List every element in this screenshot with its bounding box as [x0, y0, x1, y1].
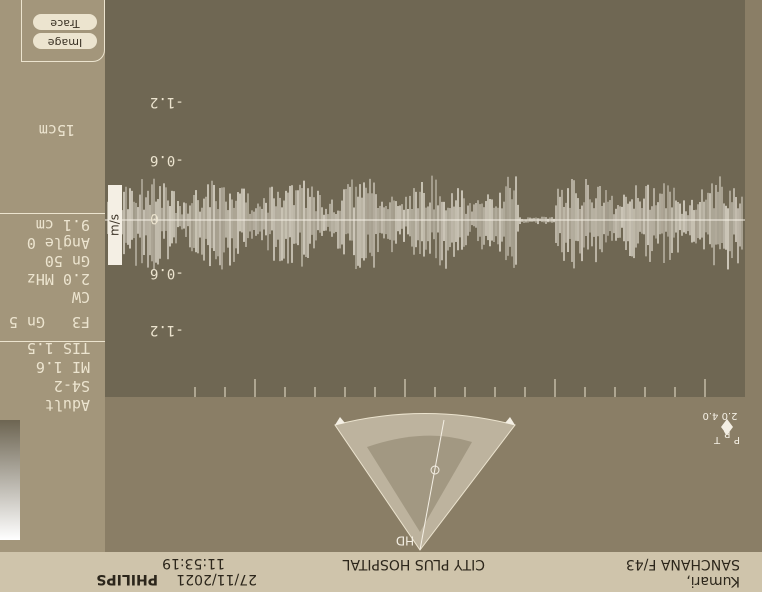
header-bar: Kumari, SANCHANA F/43 CITY PLUS HOSPITAL… — [0, 552, 762, 592]
divider — [0, 213, 105, 214]
cursor-line — [419, 419, 445, 551]
depth: 15cm — [38, 121, 75, 139]
settings-panel: Image Trace Adult S4-2 MI 1.6 TIS 1.5 F3 Gn 5… — [0, 0, 105, 552]
probe-setting: TIS 1.5 — [26, 339, 90, 357]
doppler-setting: Gn 50 — [44, 252, 90, 270]
scale-unit: m/s — [108, 214, 122, 236]
depth-marks: 2.0 4.0 — [703, 410, 738, 421]
brand: PHILIPS — [96, 571, 158, 587]
scale-label: -1.2 — [150, 94, 184, 110]
marker — [335, 417, 345, 425]
time: 11:53:19 — [162, 555, 225, 571]
scale-label: -0.6 — [150, 152, 184, 168]
doppler-setting: Angle 0 — [26, 234, 90, 252]
doppler-setting: 9.1 cm — [35, 216, 90, 234]
scale-label: -0.6 — [150, 265, 184, 281]
doppler-setting: CW — [71, 288, 90, 306]
unit-box — [108, 185, 122, 265]
orientation-label: P — [734, 434, 740, 445]
gray-bar — [0, 420, 20, 540]
probe-mark: HD — [396, 534, 414, 548]
marker — [505, 417, 515, 425]
probe-setting: Adult — [44, 396, 90, 414]
sample-gate — [430, 465, 440, 475]
doppler-display: -1.2-0.60-0.6-1.2m/sHDTRP2.0 4.0 — [105, 0, 745, 551]
doppler-setting: 2.0 MHz — [26, 270, 90, 288]
scale-label: -1.2 — [150, 322, 184, 338]
probe-setting: S4-2 — [53, 377, 90, 395]
orientation-icon — [721, 419, 733, 435]
hospital: CITY PLUS HOSPITAL — [342, 556, 485, 572]
spectrum-background — [105, 0, 745, 397]
button-frame — [21, 0, 105, 62]
orientation-label: T — [713, 434, 721, 445]
trace-button[interactable]: Trace — [33, 14, 97, 30]
patient: Kumari, — [686, 573, 740, 589]
mode-setting: Gn 5 — [8, 313, 45, 331]
scale-label: 0 — [150, 210, 158, 226]
sector-shade — [367, 435, 472, 532]
mode-setting: F3 — [71, 313, 90, 331]
probe-setting: MI 1.6 — [35, 358, 90, 376]
patient-name: SANCHANA F/43 — [625, 556, 740, 572]
date: 27/11/2021 — [176, 571, 257, 587]
image-button[interactable]: Image — [33, 33, 97, 49]
